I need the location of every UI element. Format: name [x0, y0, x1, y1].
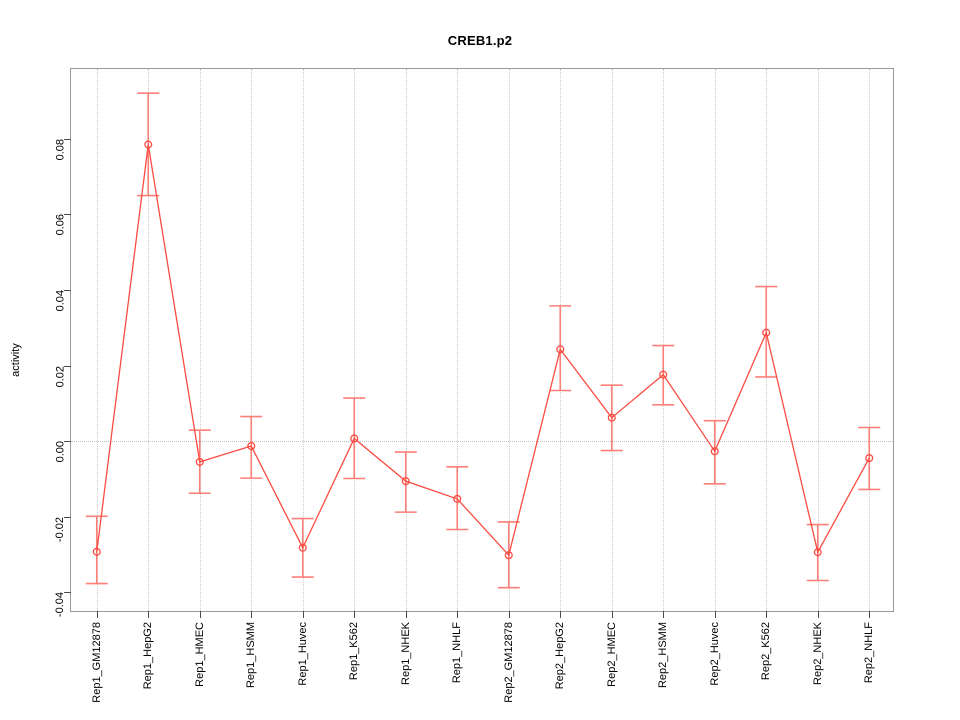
y-axis-tick-label: -0.02 — [54, 516, 66, 542]
gridline-vertical — [869, 69, 871, 611]
x-axis-tick-label: Rep2_HMEC — [605, 622, 618, 687]
gridline-vertical — [251, 69, 253, 611]
data-point-marker — [865, 454, 874, 463]
y-axis-tick-label: 0.04 — [54, 290, 66, 312]
data-point-marker — [607, 413, 616, 422]
data-point-marker — [144, 140, 153, 149]
gridline-vertical — [302, 69, 304, 611]
gridline-vertical — [354, 69, 356, 611]
y-axis-label: activity — [10, 343, 22, 377]
x-axis-tick-label: Rep1_GM12878 — [90, 622, 103, 703]
y-axis-tick — [64, 365, 71, 367]
x-axis-tick-label: Rep2_NHEK — [811, 622, 824, 685]
gridline-vertical — [508, 69, 510, 611]
data-point-marker — [401, 477, 410, 486]
data-point-marker — [659, 370, 668, 379]
plot-area: -0.04 -0.02 0.00 0.02 0.04 0.06 0.08 Rep1_GM12… — [54, 68, 894, 703]
x-axis-tick — [508, 611, 510, 618]
y-axis-tick-label: 0.02 — [54, 365, 66, 387]
x-axis-tick — [817, 611, 819, 618]
y-axis-tick — [64, 138, 71, 140]
x-axis-tick-label: Rep2_HSMM — [657, 622, 670, 689]
y-axis-tick — [64, 516, 71, 518]
x-axis-tick-label: Rep2_HepG2 — [554, 622, 567, 690]
gridline-vertical — [817, 69, 819, 611]
x-axis-tick — [560, 611, 562, 618]
chart-title: CREB1.p2 — [447, 33, 513, 48]
gridline-vertical — [405, 69, 407, 611]
data-point-marker — [453, 494, 462, 503]
x-axis-tick-label: Rep1_HepG2 — [142, 622, 155, 690]
x-axis-tick — [199, 611, 201, 618]
data-point-marker — [710, 447, 719, 456]
y-axis-tick — [64, 214, 71, 216]
x-axis-tick-label: Rep2_K562 — [760, 622, 773, 681]
y-axis-tick-label: 0.08 — [54, 138, 66, 161]
y-axis-tick — [64, 441, 71, 443]
y-axis-tick-label: 0.06 — [54, 214, 66, 236]
gridline-vertical — [199, 69, 201, 611]
error-bar — [446, 465, 469, 531]
data-point-marker — [350, 434, 359, 443]
data-point-marker — [247, 441, 256, 451]
x-axis-tick — [869, 611, 871, 618]
x-axis-tick — [766, 611, 768, 618]
data-point-marker — [92, 547, 101, 556]
x-axis-tick-label: Rep2_NHLF — [863, 622, 876, 684]
y-axis-tick — [64, 592, 71, 594]
zero-reference-line — [71, 441, 893, 443]
data-series — [85, 92, 881, 589]
data-point-marker — [298, 543, 307, 552]
x-axis-tick — [354, 611, 356, 618]
x-axis-tick-label: Rep1_K562 — [348, 622, 361, 681]
x-axis-tick — [663, 611, 665, 618]
x-axis-tick — [251, 611, 253, 618]
data-point-marker — [762, 328, 771, 337]
series-line — [96, 144, 870, 557]
x-axis-tick — [96, 611, 98, 618]
x-axis-tick-label: Rep2_Huvec — [708, 622, 721, 686]
x-axis-tick — [457, 611, 459, 618]
gridline-vertical — [148, 69, 150, 611]
error-bar — [137, 92, 160, 197]
gridline-vertical — [663, 69, 665, 611]
x-axis-tick-label: Rep1_Huvec — [296, 622, 309, 686]
gridline-vertical — [714, 69, 716, 611]
y-axis-tick — [64, 290, 71, 291]
x-axis-tick — [611, 611, 613, 618]
x-axis-tick-label: Rep2_GM12878 — [502, 622, 515, 703]
error-bar — [549, 305, 572, 392]
x-axis-tick — [405, 611, 407, 618]
gridline-vertical — [457, 69, 459, 611]
gridline-vertical — [96, 69, 98, 611]
x-axis-tick-label: Rep1_HMEC — [193, 622, 206, 687]
x-axis-tick — [148, 611, 150, 618]
x-axis-tick-label: Rep1_HSMM — [245, 622, 258, 689]
data-point-marker — [813, 548, 822, 557]
data-point-marker — [556, 345, 565, 354]
error-bar — [394, 451, 417, 513]
x-axis-tick — [302, 611, 304, 618]
y-axis-tick-label: -0.04 — [54, 592, 66, 618]
data-point-marker — [504, 551, 513, 560]
plot-inner — [71, 69, 893, 611]
x-axis-tick — [714, 611, 716, 618]
x-axis-tick-label: Rep1_NHLF — [451, 622, 464, 684]
data-point-marker — [195, 457, 204, 466]
y-axis-tick-label: 0.00 — [54, 441, 66, 463]
gridline-vertical — [611, 69, 613, 611]
x-axis-tick-label: Rep1_NHEK — [399, 622, 412, 685]
